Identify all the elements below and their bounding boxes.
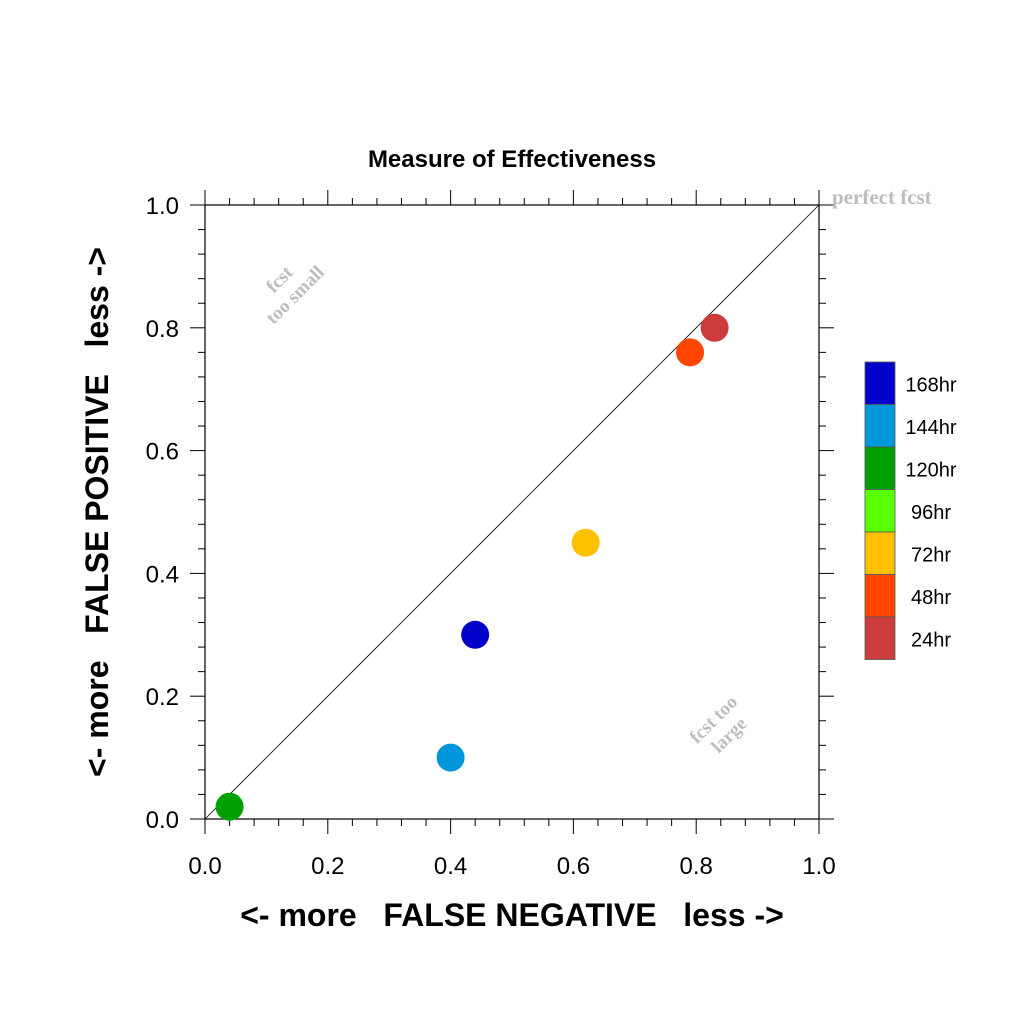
legend-label-48hr: 48hr <box>911 587 951 609</box>
point-168hr <box>461 620 490 649</box>
legend-label-144hr: 144hr <box>905 417 956 439</box>
chart-title: Measure of Effectiveness <box>368 146 656 173</box>
x-tick-label: 0.4 <box>434 853 467 880</box>
legend-label-168hr: 168hr <box>905 374 956 396</box>
point-72hr <box>571 528 600 557</box>
y-tick-label: 0.4 <box>146 561 179 588</box>
annotation-fcst-too-small: fcst too small <box>262 262 329 329</box>
point-144hr <box>436 743 465 772</box>
y-tick-label: 0.8 <box>146 316 179 343</box>
legend-swatch-48hr <box>864 574 896 618</box>
legend-label-96hr: 96hr <box>911 502 951 524</box>
x-tick-label: 0.6 <box>557 853 590 880</box>
legend: 168hr 144hr 120hr 96hr 72hr 48hr 24hr <box>864 361 957 660</box>
point-120hr <box>215 792 244 821</box>
x-tick-label: 1.0 <box>802 853 835 880</box>
y-tick-label: 0.2 <box>146 684 179 711</box>
legend-label-72hr: 72hr <box>911 544 951 566</box>
y-tick-label: 0.0 <box>146 807 179 834</box>
legend-swatch-144hr <box>864 404 896 448</box>
legend-swatch-120hr <box>864 446 896 490</box>
reference-diagonal-line <box>204 204 820 820</box>
legend-label-120hr: 120hr <box>905 459 956 481</box>
legend-label-24hr: 24hr <box>911 629 951 651</box>
x-axis-label: <- more FALSE NEGATIVE less -> <box>240 897 784 933</box>
legend-swatch-168hr <box>864 361 896 405</box>
point-24hr <box>700 313 729 342</box>
plot-axes: 0.0 0.2 0.4 0.6 0.8 1.0 0.0 0.2 0.4 0.6 0.8 1.0 <box>146 190 836 880</box>
x-tick-label: 0.0 <box>188 853 221 880</box>
annotation-perfect-fcst: perfect fcst <box>832 185 932 209</box>
point-48hr <box>676 338 705 367</box>
y-axis-label: <- more FALSE POSITIVE less -> <box>79 247 115 777</box>
legend-swatch-96hr <box>864 489 896 533</box>
legend-swatch-72hr <box>864 531 896 575</box>
x-tick-label: 0.2 <box>311 853 344 880</box>
x-tick-label: 0.8 <box>680 853 713 880</box>
annotation-fcst-too-large: fcst too large <box>686 692 752 758</box>
legend-swatch-24hr <box>864 616 896 660</box>
y-tick-label: 0.6 <box>146 439 179 466</box>
y-tick-label: 1.0 <box>146 193 179 220</box>
data-points <box>215 313 729 821</box>
plot-frame <box>204 204 820 820</box>
reference-layer <box>204 204 820 820</box>
